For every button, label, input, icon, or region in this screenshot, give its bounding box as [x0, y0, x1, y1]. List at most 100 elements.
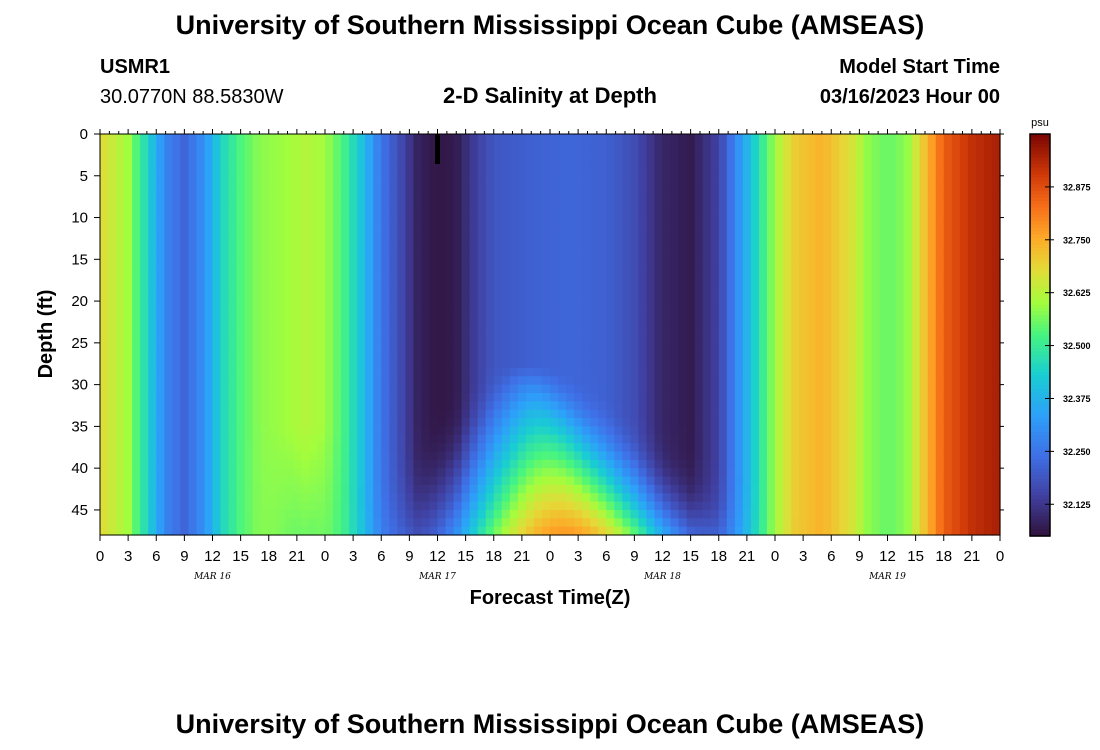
heatmap-cell: [791, 451, 800, 461]
heatmap-cell: [292, 409, 302, 419]
heatmap-cell: [702, 434, 712, 444]
heatmap-cell: [574, 434, 583, 444]
heatmap-cell: [598, 367, 607, 377]
heatmap-cell: [469, 276, 479, 285]
heatmap-cell: [927, 301, 937, 311]
heatmap-cell: [413, 401, 423, 411]
heatmap-row: [100, 468, 1001, 478]
heatmap-cell: [614, 409, 623, 419]
heatmap-cell: [903, 401, 913, 411]
heatmap-cell: [775, 175, 784, 185]
heatmap-cell: [100, 384, 109, 394]
heatmap-cell: [509, 359, 519, 369]
heatmap-cell: [799, 493, 808, 503]
heatmap-cell: [775, 309, 784, 319]
heatmap-row: [100, 250, 1001, 260]
heatmap-cell: [164, 468, 173, 478]
heatmap-cell: [823, 451, 832, 461]
heatmap-cell: [365, 342, 374, 352]
station-id: USMR1: [100, 56, 171, 78]
heatmap-cell: [598, 334, 607, 344]
heatmap-cell: [598, 301, 607, 311]
heatmap-cell: [606, 317, 615, 327]
heatmap-cell: [461, 292, 471, 302]
heatmap-cell: [558, 209, 567, 219]
heatmap-cell: [766, 476, 776, 486]
heatmap-cell: [799, 209, 808, 219]
heatmap-cell: [212, 418, 222, 427]
heatmap-cell: [678, 184, 688, 194]
heatmap-cell: [485, 292, 495, 302]
heatmap-cell: [445, 242, 455, 252]
heatmap-cell: [935, 267, 945, 277]
heatmap-cell: [212, 459, 222, 469]
heatmap-cell: [493, 326, 503, 336]
heatmap-cell: [405, 184, 414, 194]
heatmap-cell: [670, 451, 680, 461]
heatmap-cell: [188, 326, 198, 336]
heatmap-cell: [533, 401, 543, 411]
heatmap-cell: [284, 476, 294, 486]
heatmap-cell: [252, 159, 262, 169]
heatmap-cell: [341, 234, 350, 244]
heatmap-cell: [943, 250, 953, 260]
heatmap-cell: [276, 284, 286, 294]
heatmap-cell: [975, 250, 985, 260]
heatmap-cell: [533, 326, 543, 336]
heatmap-cell: [550, 409, 559, 419]
heatmap-cell: [373, 276, 382, 285]
heatmap-cell: [606, 292, 615, 302]
heatmap-cell: [325, 267, 334, 277]
heatmap-cell: [895, 493, 905, 503]
heatmap-cell: [670, 317, 680, 327]
heatmap-cell: [791, 292, 800, 302]
heatmap-cell: [300, 484, 310, 494]
heatmap-cell: [991, 359, 1001, 369]
heatmap-cell: [694, 301, 704, 311]
heatmap-cell: [220, 484, 230, 494]
heatmap-cell: [244, 167, 254, 177]
heatmap-cell: [903, 167, 913, 177]
heatmap-cell: [606, 392, 615, 402]
heatmap-cell: [694, 401, 704, 411]
heatmap-cell: [967, 267, 977, 277]
heatmap-cell: [654, 276, 664, 285]
heatmap-cell: [228, 209, 238, 219]
heatmap-cell: [308, 334, 318, 344]
heatmap-cell: [381, 418, 390, 427]
heatmap-cell: [863, 259, 873, 269]
heatmap-cell: [622, 150, 631, 160]
heatmap-cell: [903, 376, 913, 386]
heatmap-cell: [863, 459, 873, 469]
heatmap-cell: [300, 342, 310, 352]
heatmap-cell: [654, 284, 664, 294]
heatmap-cell: [156, 443, 165, 453]
heatmap-cell: [799, 426, 808, 436]
heatmap-cell: [911, 334, 921, 344]
heatmap-cell: [927, 209, 937, 219]
heatmap-cell: [903, 493, 913, 503]
heatmap-cell: [638, 493, 648, 503]
heatmap-cell: [164, 359, 173, 369]
heatmap-cell: [188, 317, 198, 327]
heatmap-cell: [236, 267, 246, 277]
heatmap-cell: [437, 476, 447, 486]
heatmap-cell: [389, 134, 398, 143]
heatmap-cell: [959, 451, 969, 461]
heatmap-cell: [357, 192, 366, 202]
heatmap-cell: [959, 418, 969, 427]
heatmap-cell: [357, 468, 366, 478]
heatmap-cell: [742, 150, 752, 160]
heatmap-cell: [276, 401, 286, 411]
heatmap-cell: [365, 234, 374, 244]
heatmap-cell: [839, 209, 848, 219]
heatmap-cell: [831, 175, 840, 185]
heatmap-cell: [517, 468, 527, 478]
heatmap-cell: [140, 209, 149, 219]
heatmap-cell: [630, 359, 639, 369]
heatmap-cell: [541, 384, 551, 394]
heatmap-cell: [461, 209, 471, 219]
heatmap-cell: [180, 259, 189, 269]
heatmap-cell: [244, 301, 254, 311]
heatmap-cell: [300, 134, 310, 143]
